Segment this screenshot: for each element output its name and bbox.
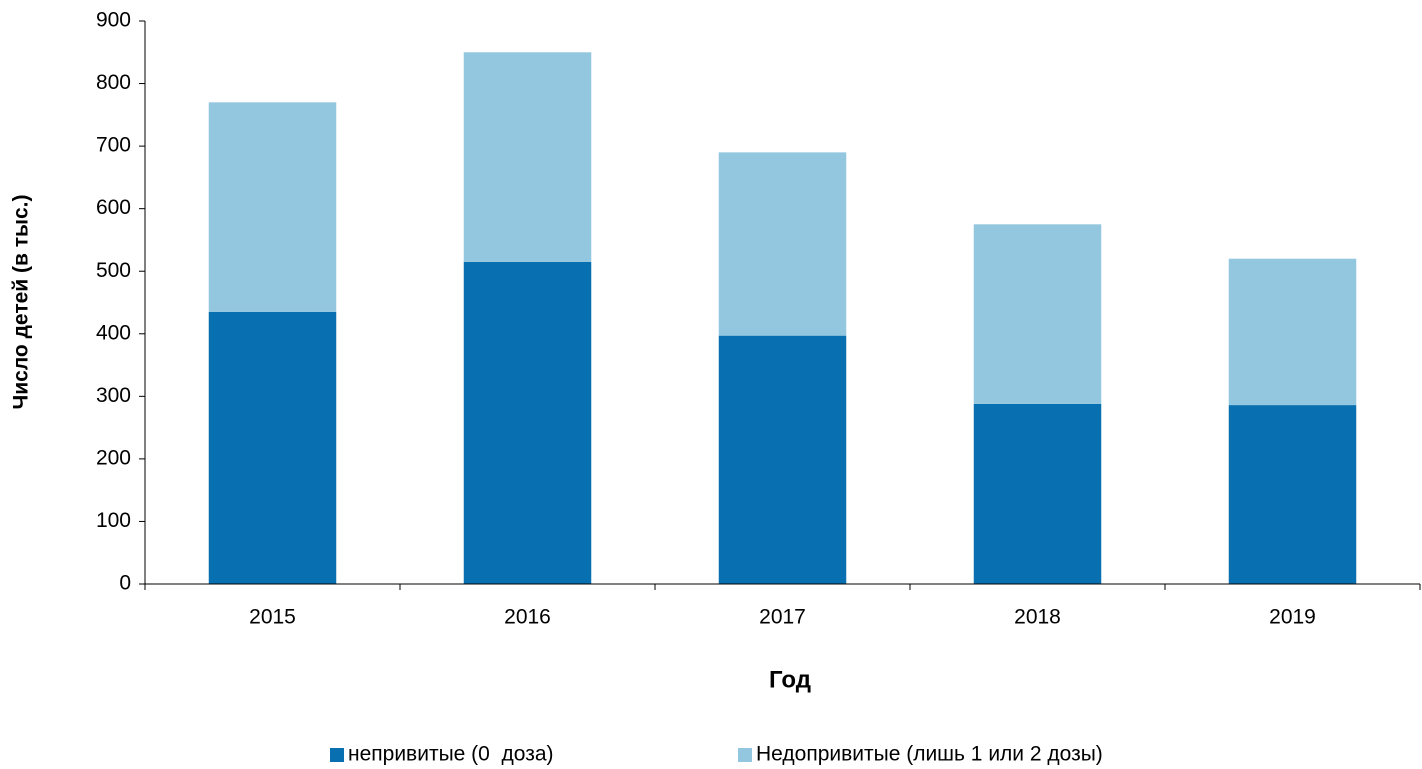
bar-segment bbox=[1228, 258, 1357, 406]
bar-segment bbox=[973, 403, 1102, 584]
bar-segment bbox=[463, 261, 592, 584]
y-axis-label: Число детей (в тыс.) bbox=[10, 195, 33, 410]
y-tick-label: 600 bbox=[96, 196, 131, 219]
bar-segment bbox=[718, 335, 847, 584]
y-tick-label: 700 bbox=[96, 134, 131, 157]
y-tick-label: 800 bbox=[96, 71, 131, 94]
legend-swatch bbox=[738, 748, 752, 762]
x-tick-label: 2016 bbox=[504, 606, 551, 629]
bar-segment bbox=[463, 52, 592, 262]
legend-label: Недопривитые (лишь 1 или 2 дозы) bbox=[756, 743, 1103, 766]
y-tick-label: 100 bbox=[96, 509, 131, 532]
y-tick-label: 900 bbox=[96, 9, 131, 32]
bar-segment bbox=[718, 152, 847, 336]
bar-segment bbox=[973, 224, 1102, 404]
x-tick-label: 2015 bbox=[249, 606, 296, 629]
x-tick-label: 2019 bbox=[1269, 606, 1316, 629]
x-axis-label: Год bbox=[769, 666, 811, 693]
y-tick-label: 500 bbox=[96, 259, 131, 282]
bar-segment bbox=[208, 311, 337, 584]
x-tick-label: 2017 bbox=[759, 606, 806, 629]
x-tick-label: 2018 bbox=[1014, 606, 1061, 629]
y-tick-label: 300 bbox=[96, 384, 131, 407]
legend-swatch bbox=[330, 748, 344, 762]
y-tick-label: 0 bbox=[119, 572, 131, 595]
bar-segment bbox=[208, 102, 337, 312]
bar-segment bbox=[1228, 405, 1357, 584]
legend-label: непривитые (0 доза) bbox=[348, 743, 554, 766]
y-tick-label: 400 bbox=[96, 321, 131, 344]
y-tick-label: 200 bbox=[96, 446, 131, 469]
